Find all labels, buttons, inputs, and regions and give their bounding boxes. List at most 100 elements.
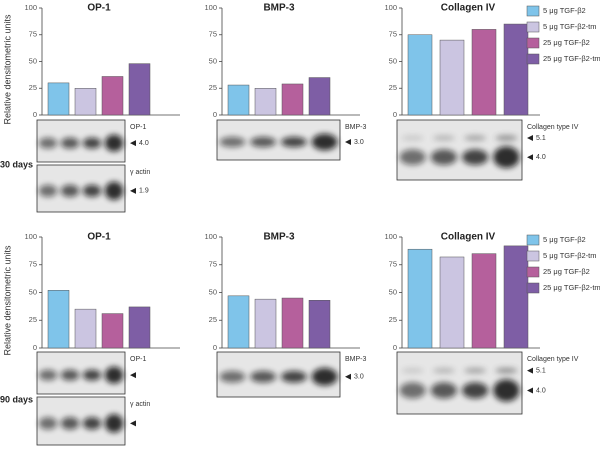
day-label: 90 days	[0, 394, 33, 404]
blot-label: BMP-3	[345, 356, 367, 363]
bar	[74, 308, 97, 349]
y-tick-label: 75	[209, 30, 217, 39]
y-tick-label: 100	[24, 232, 37, 241]
chart-title: Collagen IV	[441, 3, 496, 14]
blot-band	[462, 382, 489, 399]
blot-label: Collagen type IV	[527, 356, 579, 363]
bar	[308, 300, 331, 349]
blot-band	[280, 136, 307, 148]
blot-band	[38, 369, 58, 381]
y-tick-label: 75	[209, 260, 217, 269]
bar	[74, 88, 97, 116]
y-tick-label: 0	[393, 110, 397, 119]
bar	[281, 297, 304, 349]
blot-band	[430, 382, 457, 399]
bar	[308, 77, 331, 116]
legend-swatch	[526, 282, 540, 294]
blot-band	[493, 379, 520, 402]
y-tick-label: 50	[389, 287, 397, 296]
arrow	[130, 140, 136, 147]
bar	[47, 82, 70, 116]
blot-band	[60, 369, 80, 381]
blot-band	[82, 417, 102, 430]
arrow	[130, 187, 136, 194]
arrow	[527, 154, 533, 161]
y-tick-label: 25	[29, 315, 37, 324]
bar	[281, 83, 304, 116]
blot-band	[399, 149, 426, 165]
legend-label: 25 μg TGF-β2-tm	[543, 283, 600, 292]
bar	[407, 248, 433, 349]
blot-band	[82, 184, 102, 197]
y-tick-label: 75	[389, 30, 397, 39]
bar	[128, 306, 151, 349]
blot-band	[38, 184, 58, 197]
y-tick-label: 50	[29, 287, 37, 296]
y-tick-label: 50	[209, 287, 217, 296]
chart-title: BMP-3	[263, 3, 295, 14]
legend-label: 5 μg TGF-β2-tm	[543, 22, 597, 31]
bar	[503, 23, 529, 116]
legend-label: 5 μg TGF-β2	[543, 6, 586, 15]
bar	[101, 76, 124, 116]
y-tick-label: 50	[209, 56, 217, 65]
blot-band	[399, 382, 426, 399]
arrow	[527, 387, 533, 394]
size-marker: 5.1	[536, 367, 546, 374]
blot-band	[38, 417, 58, 430]
arrow	[527, 135, 533, 141]
blot-band	[219, 370, 246, 383]
blot-band	[60, 137, 80, 149]
y-axis-label: Relative densitometric units	[2, 14, 12, 125]
bar	[227, 295, 250, 349]
size-marker: 4.0	[536, 387, 546, 394]
blot-label: Collagen type IV	[527, 124, 579, 131]
y-tick-label: 75	[29, 30, 37, 39]
y-tick-label: 25	[389, 83, 397, 92]
bar	[439, 39, 465, 116]
blot-label: γ actin	[130, 169, 150, 176]
bar	[101, 313, 124, 349]
blot-label: OP-1	[130, 124, 146, 131]
size-marker: 5.1	[536, 135, 546, 142]
y-tick-label: 0	[33, 343, 37, 352]
day-label: 30 days	[0, 159, 33, 169]
legend-swatch	[526, 234, 540, 246]
blot-band	[495, 367, 518, 374]
blot-band	[104, 134, 124, 152]
blot-band	[493, 146, 520, 168]
size-marker: 3.0	[354, 374, 364, 381]
y-tick-label: 0	[213, 343, 217, 352]
legend-swatch	[526, 5, 540, 17]
chart-title: Collagen IV	[441, 232, 496, 243]
size-marker: 3.0	[354, 139, 364, 146]
blot-band	[430, 149, 457, 165]
blot-band	[495, 135, 518, 141]
blot-band	[464, 135, 487, 141]
legend-label: 25 μg TGF-β2	[543, 38, 590, 47]
legend-swatch	[526, 21, 540, 33]
bar	[254, 88, 277, 116]
blot-label: BMP-3	[345, 124, 367, 131]
y-tick-label: 100	[384, 3, 397, 12]
y-tick-label: 75	[29, 260, 37, 269]
blot-band	[104, 414, 124, 433]
y-tick-label: 50	[29, 56, 37, 65]
y-tick-label: 100	[384, 232, 397, 241]
y-axis-label: Relative densitometric units	[2, 245, 12, 356]
bar	[471, 253, 497, 349]
blot-label: OP-1	[130, 356, 146, 363]
blot-band	[82, 369, 102, 381]
bar	[471, 29, 497, 116]
bar	[227, 84, 250, 116]
arrow	[130, 420, 136, 427]
chart-title: BMP-3	[263, 232, 295, 243]
bar	[503, 245, 529, 349]
arrow	[130, 372, 136, 379]
bar	[47, 290, 70, 349]
blot-band	[462, 149, 489, 165]
y-tick-label: 0	[33, 110, 37, 119]
blot-band	[104, 366, 124, 384]
bar	[439, 256, 465, 349]
